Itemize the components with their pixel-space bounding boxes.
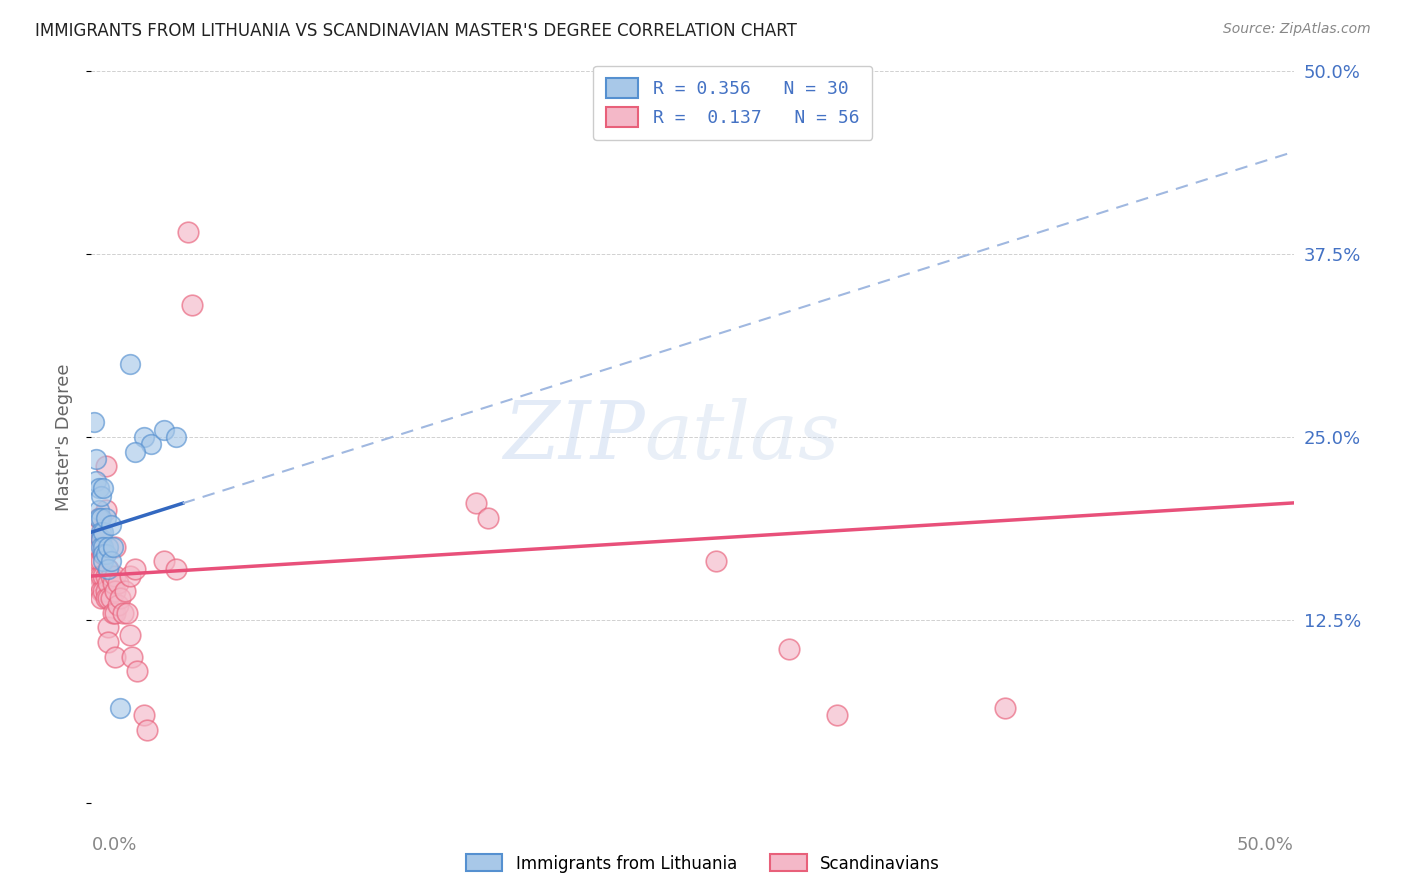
- Point: [104, 649, 127, 664]
- Point: [90, 583, 112, 598]
- Point: [94, 569, 117, 583]
- Point: [97, 591, 120, 605]
- Point: [87, 510, 110, 524]
- Point: [181, 298, 204, 312]
- Point: [83, 416, 105, 430]
- Point: [104, 583, 127, 598]
- Point: [100, 569, 122, 583]
- Point: [134, 430, 156, 444]
- Point: [93, 540, 115, 554]
- Point: [87, 510, 110, 524]
- Point: [778, 642, 800, 657]
- Point: [124, 444, 146, 458]
- Point: [87, 481, 110, 495]
- Point: [84, 474, 107, 488]
- Point: [94, 503, 117, 517]
- Point: [465, 496, 488, 510]
- Point: [90, 533, 112, 547]
- Point: [93, 554, 115, 568]
- Point: [90, 554, 112, 568]
- Point: [107, 576, 129, 591]
- Point: [125, 664, 148, 678]
- Text: ZIP: ZIP: [502, 399, 644, 475]
- Point: [124, 562, 146, 576]
- Point: [90, 510, 112, 524]
- Point: [94, 459, 117, 474]
- Point: [90, 569, 112, 583]
- Point: [134, 708, 156, 723]
- Point: [97, 576, 120, 591]
- Legend: R = 0.356   N = 30, R =  0.137   N = 56: R = 0.356 N = 30, R = 0.137 N = 56: [593, 66, 872, 140]
- Point: [135, 723, 157, 737]
- Point: [90, 489, 112, 503]
- Point: [84, 540, 107, 554]
- Point: [97, 562, 120, 576]
- Point: [87, 576, 110, 591]
- Point: [104, 540, 127, 554]
- Point: [706, 554, 728, 568]
- Point: [87, 554, 110, 568]
- Text: 50.0%: 50.0%: [1237, 837, 1294, 855]
- Point: [994, 700, 1017, 714]
- Text: atlas: atlas: [644, 399, 839, 475]
- Point: [93, 569, 115, 583]
- Point: [117, 606, 139, 620]
- Legend: Immigrants from Lithuania, Scandinavians: Immigrants from Lithuania, Scandinavians: [460, 847, 946, 880]
- Point: [152, 423, 174, 437]
- Point: [100, 517, 122, 532]
- Text: IMMIGRANTS FROM LITHUANIA VS SCANDINAVIAN MASTER'S DEGREE CORRELATION CHART: IMMIGRANTS FROM LITHUANIA VS SCANDINAVIA…: [35, 22, 797, 40]
- Point: [90, 533, 112, 547]
- Point: [90, 591, 112, 605]
- Point: [118, 627, 141, 641]
- Point: [825, 708, 848, 723]
- Point: [94, 583, 117, 598]
- Point: [94, 510, 117, 524]
- Point: [101, 606, 124, 620]
- Point: [97, 635, 120, 649]
- Point: [165, 562, 187, 576]
- Point: [118, 569, 141, 583]
- Point: [94, 547, 117, 561]
- Point: [165, 430, 187, 444]
- Point: [97, 620, 120, 634]
- Text: 0.0%: 0.0%: [91, 837, 136, 855]
- Point: [118, 357, 141, 371]
- Point: [176, 225, 198, 239]
- Point: [110, 591, 132, 605]
- Point: [97, 562, 120, 576]
- Point: [93, 547, 115, 561]
- Point: [110, 700, 132, 714]
- Point: [107, 599, 129, 613]
- Text: Source: ZipAtlas.com: Source: ZipAtlas.com: [1223, 22, 1371, 37]
- Point: [152, 554, 174, 568]
- Point: [100, 554, 122, 568]
- Point: [90, 525, 112, 540]
- Point: [84, 525, 107, 540]
- Point: [84, 452, 107, 467]
- Point: [97, 540, 120, 554]
- Point: [90, 540, 112, 554]
- Point: [101, 540, 124, 554]
- Point: [114, 583, 136, 598]
- Point: [87, 540, 110, 554]
- Point: [93, 481, 115, 495]
- Point: [93, 525, 115, 540]
- Point: [94, 591, 117, 605]
- Y-axis label: Master's Degree: Master's Degree: [55, 363, 73, 511]
- Point: [104, 569, 127, 583]
- Point: [104, 606, 127, 620]
- Point: [477, 510, 499, 524]
- Point: [111, 606, 134, 620]
- Point: [87, 569, 110, 583]
- Point: [87, 503, 110, 517]
- Point: [141, 437, 163, 451]
- Point: [100, 591, 122, 605]
- Point: [93, 547, 115, 561]
- Point: [121, 649, 143, 664]
- Point: [101, 576, 124, 591]
- Point: [93, 583, 115, 598]
